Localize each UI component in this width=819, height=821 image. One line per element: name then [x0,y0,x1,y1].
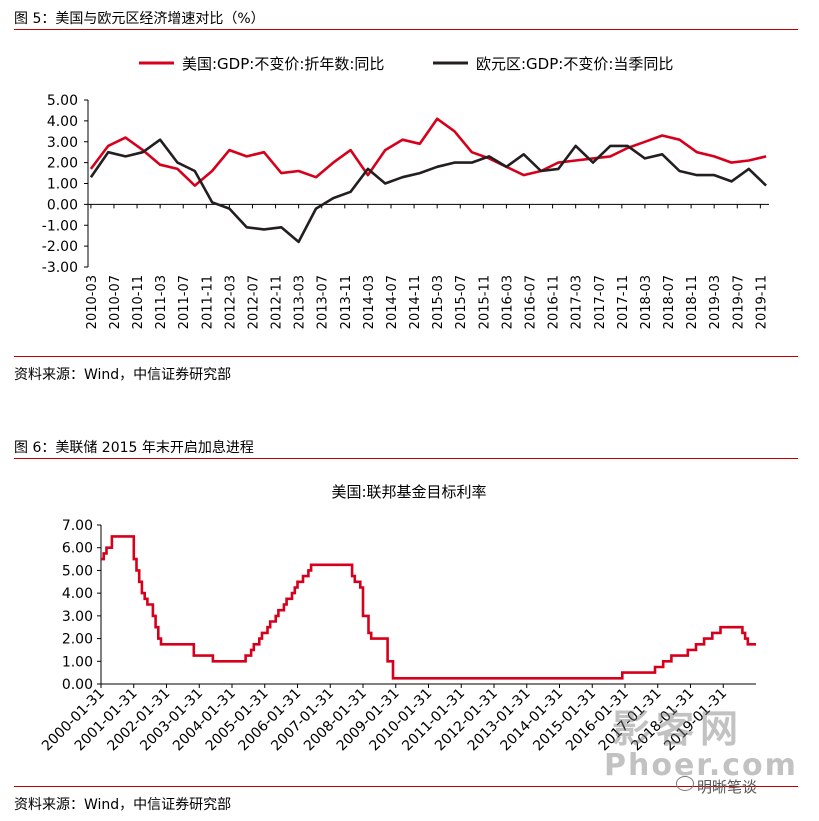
y-tick-label: 4.00 [47,114,78,130]
series-line-1 [89,117,767,187]
x-tick-label: 2016-03 [500,275,515,329]
figure5-bottom-rule [14,356,798,357]
x-tick-label: 2015-03 [431,275,446,329]
x-tick-label: 2011-03 [154,275,169,329]
y-tick-label: 1.00 [47,177,78,193]
y-tick-label: 0.00 [62,677,93,693]
x-tick-label: 2016-11 [547,275,562,329]
y-tick-label: 3.00 [62,609,93,625]
x-tick-label: 2012-07 [246,275,261,329]
x-tick-label: 2019-03 [708,275,723,329]
y-tick-label: 2.00 [47,156,78,172]
x-tick-label: 2011-11 [200,275,215,329]
figure6-bottom-rule [14,786,798,787]
y-tick-label: 6.00 [62,541,93,557]
y-tick-label: -1.00 [42,218,78,234]
x-tick-label: 2013-11 [339,275,354,329]
y-tick-label: 7.00 [62,518,93,534]
chart-title: 美国:联邦基金目标利率 [331,483,486,501]
x-tick-label: 2018-03 [639,275,654,329]
x-tick-label: 2014-03 [362,275,377,329]
x-tick-label: 2017-11 [616,275,631,329]
figure6-caption: 图 6：美联储 2015 年末开启加息进程 [14,440,254,456]
watermark-logo-text: 影客网 [612,707,745,751]
y-tick-label: 3.00 [47,135,78,151]
x-tick-label: 2019-07 [731,275,746,329]
x-tick-label: 2016-07 [523,275,538,329]
watermark-domain: Phoer.com [604,748,798,783]
gdp-growth-chart: 5.00 4.00 3.00 2.00 1.00 0.00 -1.00 -2.00 -3.00 2… [42,55,770,329]
x-tick-label: 2019-11 [754,275,769,329]
figure6-top-rule [14,458,798,459]
figure5-top-rule [14,29,798,30]
series-line-2 [89,138,768,244]
y-tick-label: 1.00 [62,654,93,670]
x-tick-label: 2010-11 [131,275,146,329]
rate-step-line [101,535,756,680]
x-tick-label: 2012-03 [223,275,238,329]
x-tick-label: 2017-07 [593,275,608,329]
x-tick-label: 2015-11 [477,275,492,329]
x-tick-label: 2013-07 [316,275,331,329]
figure5-source: 资料来源：Wind，中信证券研究部 [14,367,232,383]
wechat-icon [676,776,694,791]
x-tick-label: 2017-03 [570,275,585,329]
x-tick-label: 2018-07 [662,275,677,329]
x-tick-label: 2014-11 [408,275,423,329]
y-tick-label: -2.00 [42,239,78,255]
x-tick-label: 2018-11 [685,275,700,329]
x-tick-label: 2010-07 [108,275,123,329]
y-tick-label: -3.00 [42,260,78,276]
y-tick-label: 4.00 [62,586,93,602]
legend-label-2: 欧元区:GDP:不变价:当季同比 [476,55,673,73]
x-tick-label: 2010-03 [85,275,100,329]
legend-label-1: 美国:GDP:不变价:折年数:同比 [182,55,384,73]
x-tick-label: 2012-11 [270,275,285,329]
x-tick-label: 2013-03 [293,275,308,329]
x-tick-label: 2015-07 [454,275,469,329]
y-tick-label: 2.00 [62,632,93,648]
y-tick-label: 5.00 [47,93,78,109]
y-tick-label: 0.00 [47,197,78,213]
figure5-caption: 图 5：美国与欧元区经济增速对比（%） [14,11,265,27]
x-tick-label: 2014-07 [385,275,400,329]
watermark-account: 明晰笔谈 [697,778,758,796]
x-tick-label: 2011-07 [177,275,192,329]
figure6-source: 资料来源：Wind，中信证券研究部 [14,797,232,813]
y-tick-label: 5.00 [62,563,93,579]
